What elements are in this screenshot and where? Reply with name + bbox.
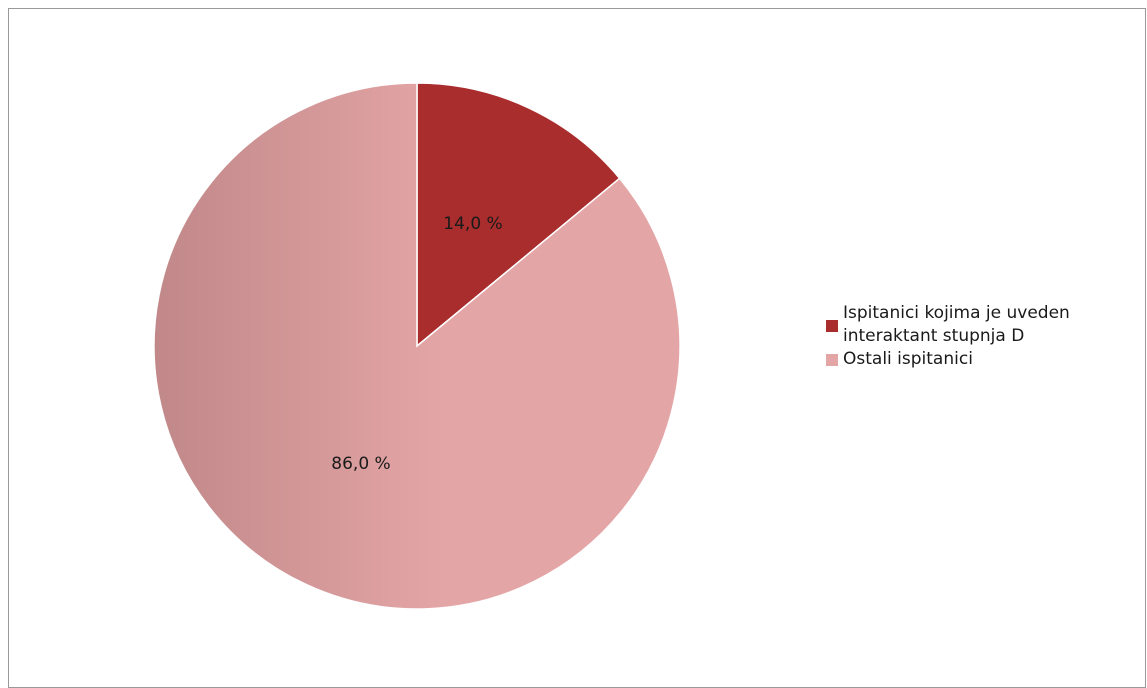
legend-label-0-line1: Ispitanici kojima je uveden (843, 303, 1070, 323)
data-label-0: 14,0 % (443, 214, 502, 234)
data-label-1: 86,0 % (331, 454, 390, 474)
legend-label-0-line2: interaktant stupnja D (843, 326, 1025, 346)
legend-swatch-0 (826, 320, 838, 332)
legend-swatch-1 (826, 354, 838, 366)
legend-label-0: Ispitanici kojima je uveden interaktant … (843, 302, 1070, 348)
pie-slice-0 (416, 82, 621, 348)
legend-item-0: Ispitanici kojima je uveden interaktant … (826, 302, 1146, 348)
legend-label-1: Ostali ispitanici (843, 349, 973, 369)
legend: Ispitanici kojima je uveden interaktant … (826, 302, 1146, 371)
legend-item-1: Ostali ispitanici (826, 348, 1146, 371)
pie-slice-1 (153, 82, 681, 610)
